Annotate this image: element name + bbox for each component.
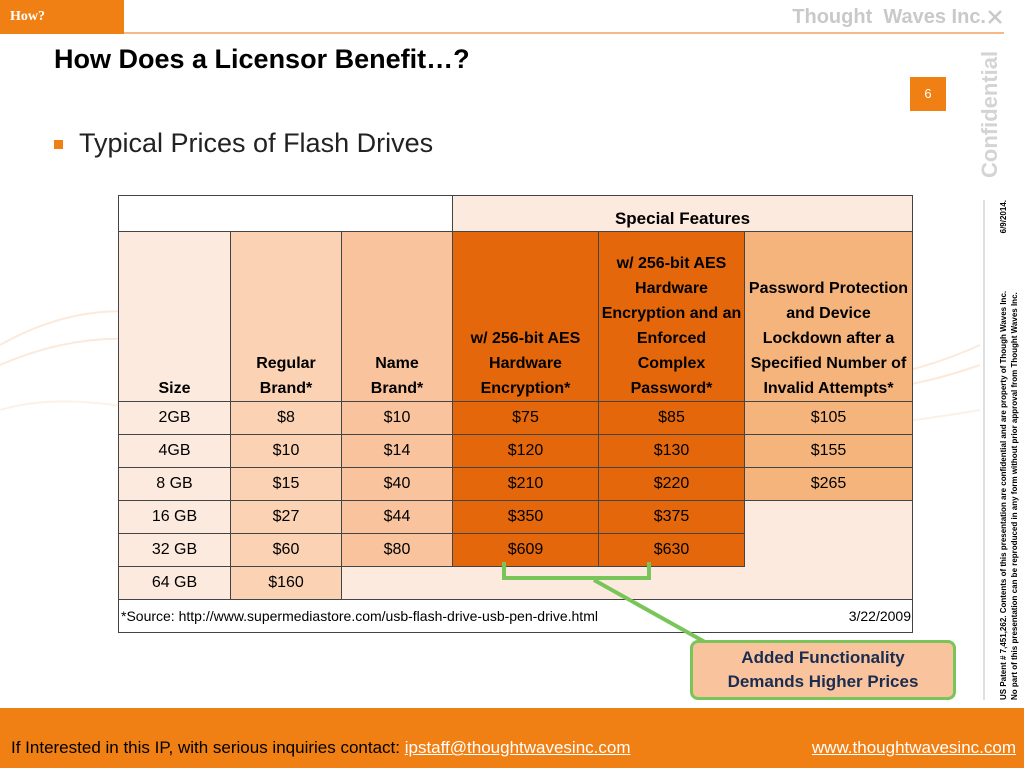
cell-size: 32 GB bbox=[118, 533, 231, 567]
cell-aes-password: $630 bbox=[598, 533, 745, 567]
cell-lockdown: $105 bbox=[744, 401, 913, 435]
cell-name-brand: $10 bbox=[341, 401, 453, 435]
side-divider bbox=[983, 200, 985, 700]
page-number: 6 bbox=[910, 77, 946, 111]
footer-contact-text: If Interested in this IP, with serious i… bbox=[11, 738, 405, 757]
table-row: 32 GB $60 $80 $609 $630 bbox=[118, 533, 913, 567]
cell-size: 16 GB bbox=[118, 500, 231, 534]
cell-aes-password: $375 bbox=[598, 500, 745, 534]
cell-name-brand: $44 bbox=[341, 500, 453, 534]
callout-line-1: Added Functionality bbox=[741, 648, 905, 667]
cell-regular: $27 bbox=[230, 500, 342, 534]
table-row: 2GB $8 $10 $75 $85 $105 bbox=[118, 401, 913, 435]
slide-title: How Does a Licensor Benefit…? bbox=[54, 44, 470, 74]
table-row: 4GB $10 $14 $120 $130 $155 bbox=[118, 434, 913, 468]
callout-line-2: Demands Higher Prices bbox=[727, 672, 919, 691]
cell-regular: $8 bbox=[230, 401, 342, 435]
cell-name-brand: $14 bbox=[341, 434, 453, 468]
cell-aes: $350 bbox=[452, 500, 599, 534]
cell-aes-password: $130 bbox=[598, 434, 745, 468]
bullet-item: Typical Prices of Flash Drives bbox=[54, 128, 433, 159]
cell-regular: $60 bbox=[230, 533, 342, 567]
callout-box: Added Functionality Demands Higher Price… bbox=[690, 640, 956, 700]
column-header-size: Size bbox=[118, 231, 231, 402]
legal-date: 6/9/2014. bbox=[999, 200, 1008, 234]
source-citation: *Source: http://www.supermediastore.com/… bbox=[121, 608, 598, 624]
cell-lockdown: $155 bbox=[744, 434, 913, 468]
column-header-password-lockdown: Password Protection and Device Lockdown … bbox=[744, 231, 913, 402]
cell-size: 2GB bbox=[118, 401, 231, 435]
confidential-watermark: Confidential bbox=[977, 50, 1002, 178]
square-bullet-icon bbox=[54, 140, 63, 149]
special-features-header: Special Features bbox=[452, 195, 913, 232]
empty-cell bbox=[744, 500, 913, 567]
source-row: *Source: http://www.supermediastore.com/… bbox=[118, 599, 913, 633]
cell-aes: $609 bbox=[452, 533, 599, 567]
bullet-text: Typical Prices of Flash Drives bbox=[79, 128, 434, 158]
cell-regular: $160 bbox=[230, 566, 342, 600]
footer-bar: If Interested in this IP, with serious i… bbox=[0, 708, 1024, 768]
cell-name-brand: $80 bbox=[341, 533, 453, 567]
cell-lockdown: $265 bbox=[744, 467, 913, 501]
footer-contact: If Interested in this IP, with serious i… bbox=[11, 738, 631, 758]
column-header-name-brand: Name Brand* bbox=[341, 231, 453, 402]
cell-aes: $75 bbox=[452, 401, 599, 435]
cell-aes-password: $85 bbox=[598, 401, 745, 435]
table-row: 64 GB $160 bbox=[118, 566, 913, 600]
company-name: Thought Waves Inc. bbox=[792, 6, 986, 28]
empty-cell bbox=[341, 566, 913, 600]
cell-regular: $15 bbox=[230, 467, 342, 501]
column-header-aes-encryption: w/ 256-bit AES Hardware Encryption* bbox=[452, 231, 599, 402]
cell-regular: $10 bbox=[230, 434, 342, 468]
legal-line-1: US Patent # 7,451,262. Contents of this … bbox=[999, 290, 1008, 700]
cell-name-brand: $40 bbox=[341, 467, 453, 501]
cell-aes: $120 bbox=[452, 434, 599, 468]
cell-size: 64 GB bbox=[118, 566, 231, 600]
cell-aes: $210 bbox=[452, 467, 599, 501]
cell-aes-password: $220 bbox=[598, 467, 745, 501]
legal-line-2: No part of this presentation can be repr… bbox=[1010, 292, 1019, 700]
table-corner-blank bbox=[118, 195, 453, 232]
column-header-aes-complex-password: w/ 256-bit AES Hardware Encryption and a… bbox=[598, 231, 745, 402]
section-tag: How? bbox=[0, 0, 124, 34]
legal-notice: US Patent # 7,451,262. Contents of this … bbox=[998, 200, 1020, 700]
website-link[interactable]: www.thoughtwavesinc.com bbox=[811, 738, 1016, 757]
table-row: 8 GB $15 $40 $210 $220 $265 bbox=[118, 467, 913, 501]
table-row: 16 GB $27 $44 $350 $375 bbox=[118, 500, 913, 567]
source-date: 3/22/2009 bbox=[848, 608, 911, 624]
contact-email-link[interactable]: ipstaff@thoughtwavesinc.com bbox=[404, 738, 631, 757]
column-header-regular-brand: Regular Brand* bbox=[230, 231, 342, 402]
price-table: Special Features Size Regular Brand* Nam… bbox=[118, 195, 913, 633]
cell-size: 4GB bbox=[118, 434, 231, 468]
close-icon[interactable] bbox=[986, 8, 1004, 26]
cell-size: 8 GB bbox=[118, 467, 231, 501]
header-divider bbox=[124, 32, 1004, 34]
